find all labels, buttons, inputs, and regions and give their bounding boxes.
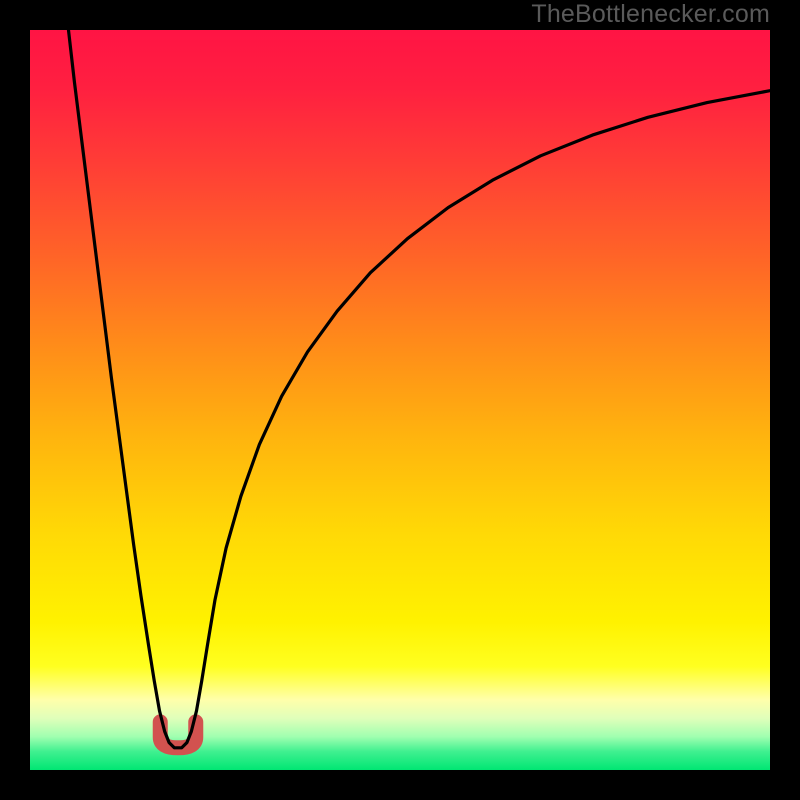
- gradient-background: [30, 30, 770, 770]
- plot-area: [30, 30, 770, 770]
- chart-svg: [30, 30, 770, 770]
- watermark-text: TheBottlenecker.com: [531, 0, 770, 29]
- chart-frame: TheBottlenecker.com: [0, 0, 800, 800]
